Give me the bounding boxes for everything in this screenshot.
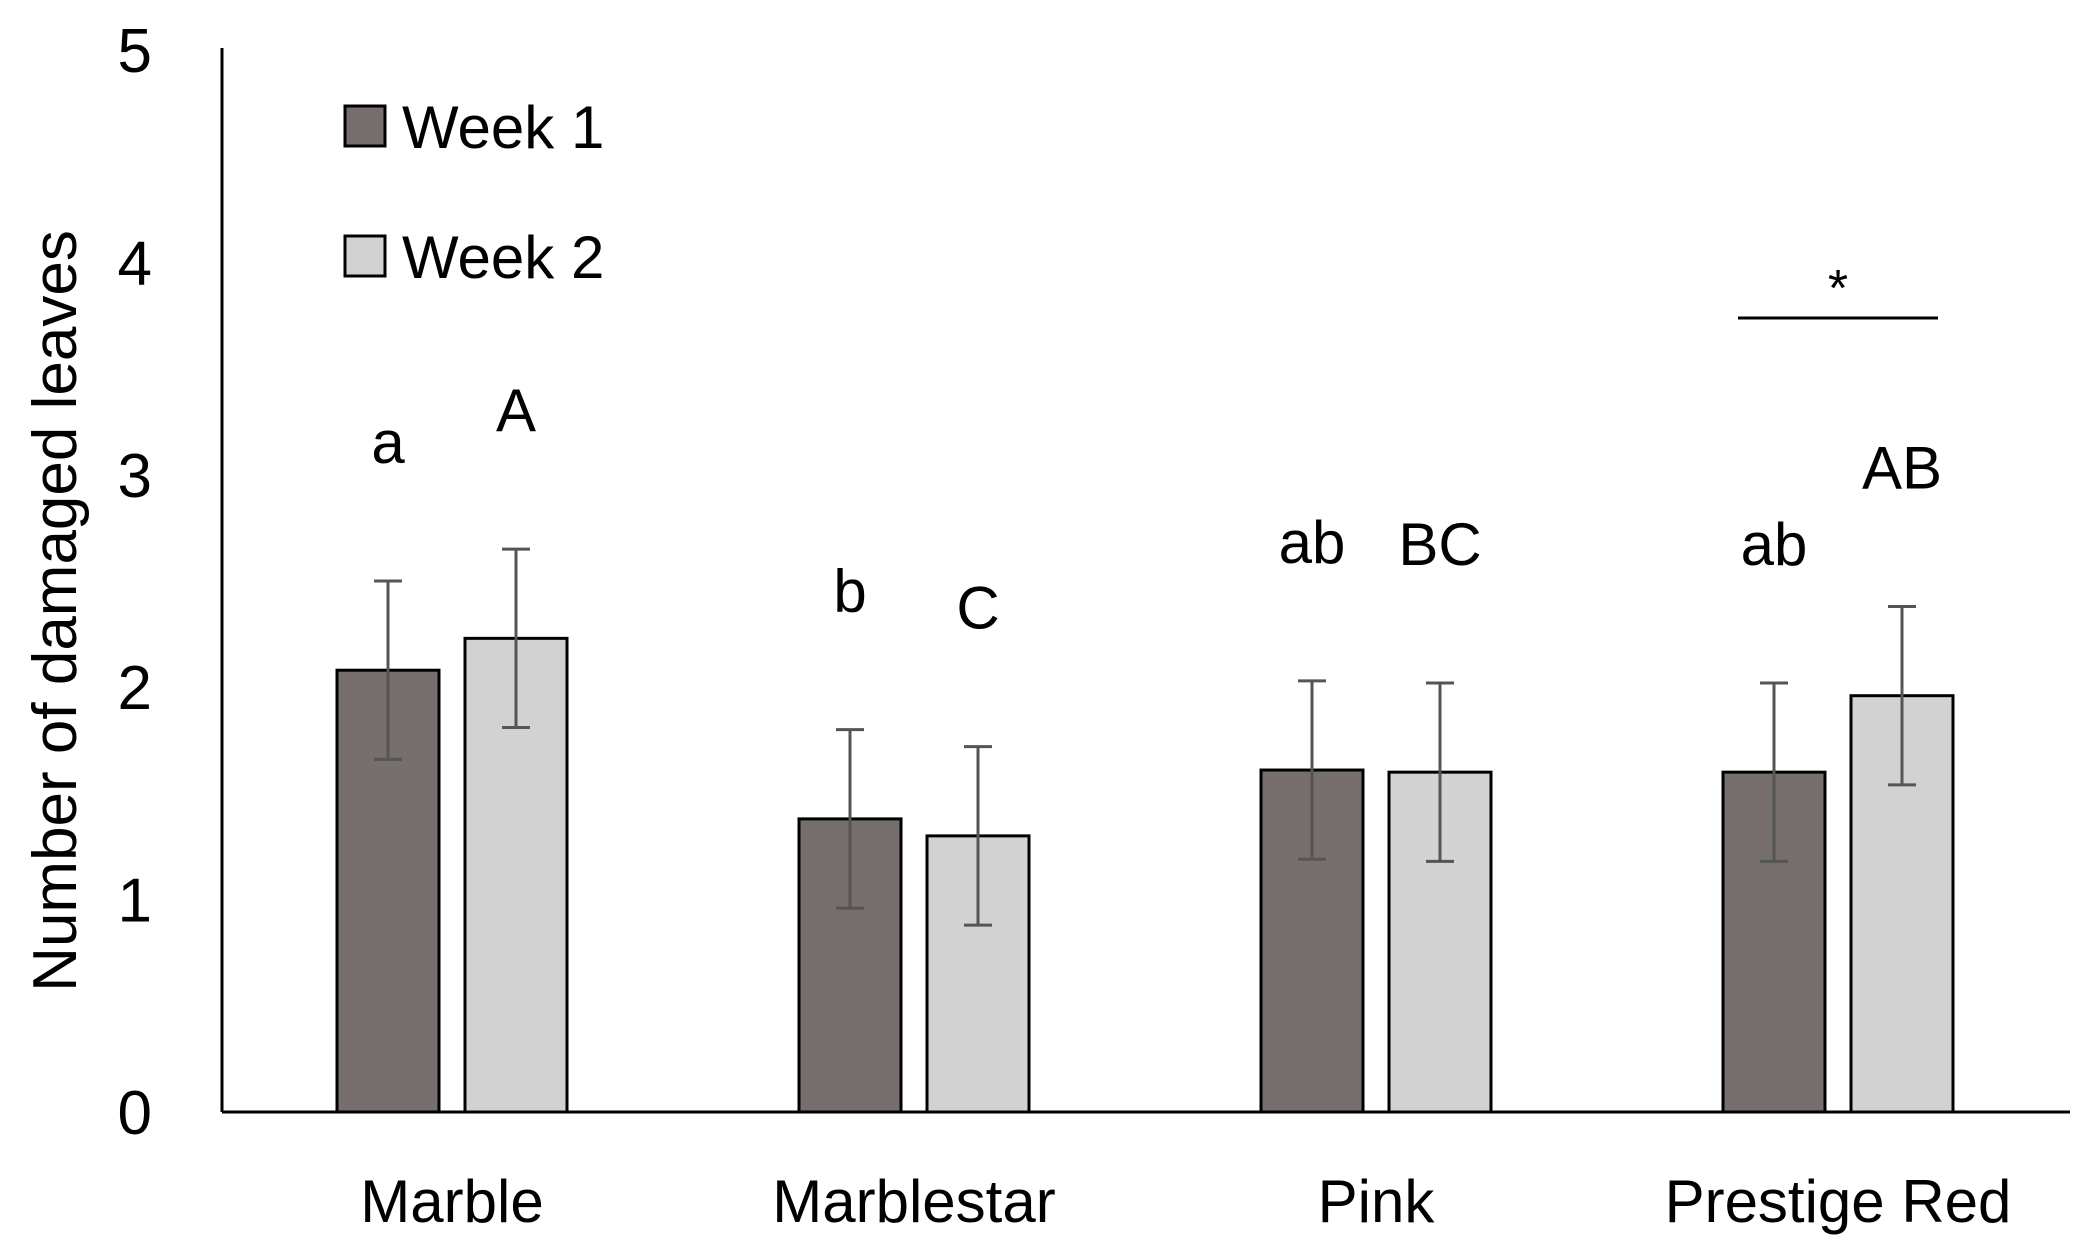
legend: Week 1 Week 2 (343, 94, 604, 291)
significance-letter: AB (1862, 434, 1942, 501)
significance-letter: BC (1398, 511, 1481, 578)
y-axis-label: Number of damaged leaves (21, 230, 90, 992)
y-tick-label: 4 (118, 229, 152, 298)
legend-swatch-2 (343, 234, 387, 278)
annotations: * (1738, 260, 1938, 320)
x-tick-label: Marble (360, 1168, 543, 1235)
significance-letters: a Ab Cab BC ab AB (371, 377, 1942, 642)
legend-swatch-1 (343, 104, 387, 148)
error-bars (374, 547, 1916, 927)
y-tick-label: 2 (118, 654, 152, 723)
bars (335, 636, 1955, 1114)
significance-asterisk: * (1828, 260, 1848, 318)
y-tick-label: 3 (118, 442, 152, 511)
x-tick-labels: Marble Marblestar Pink Prestige Red (360, 1168, 2011, 1235)
significance-letter: b (833, 558, 866, 625)
significance-letter: ab (1741, 511, 1808, 578)
significance-letter: C (956, 575, 999, 642)
y-tick-label: 0 (118, 1079, 152, 1148)
y-tick-labels: 0 1 2 3 4 5 (118, 17, 152, 1148)
x-tick-label: Pink (1318, 1168, 1436, 1235)
legend-label-2: Week 2 (402, 224, 604, 291)
significance-letter: a (371, 409, 405, 476)
x-tick-label: Prestige Red (1665, 1168, 2012, 1235)
y-tick-label: 5 (118, 17, 152, 86)
x-tick-label: Marblestar (772, 1168, 1055, 1235)
significance-letter: ab (1279, 509, 1346, 576)
legend-label-1: Week 1 (402, 94, 604, 161)
y-tick-label: 1 (118, 867, 152, 936)
significance-letter: A (496, 377, 536, 444)
